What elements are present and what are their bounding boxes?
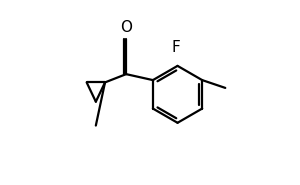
Text: O: O (120, 20, 132, 35)
Text: F: F (171, 40, 180, 55)
